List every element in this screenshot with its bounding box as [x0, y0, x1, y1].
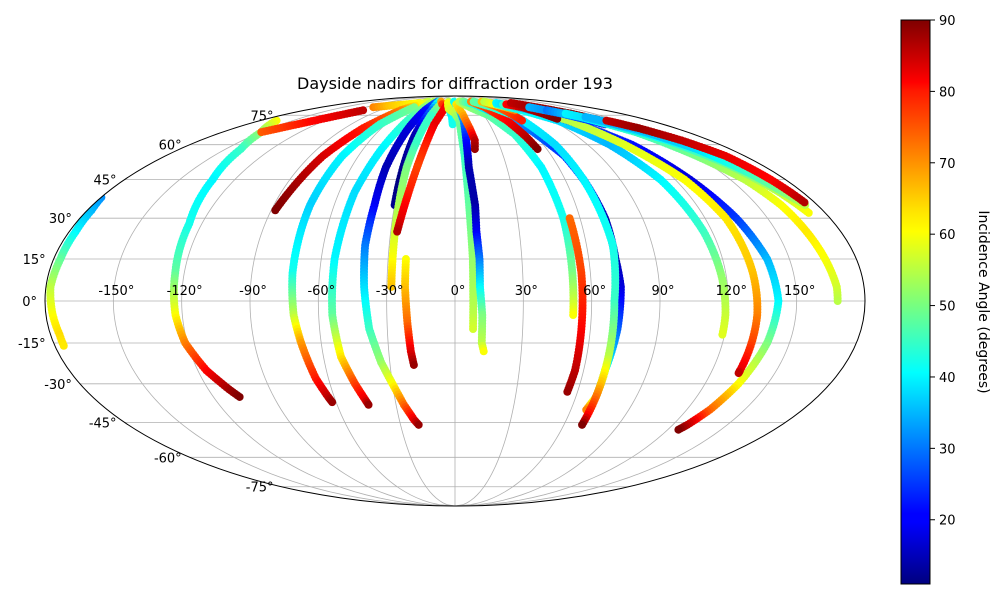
longitude-tick-label: -60° [307, 284, 335, 299]
latitude-tick-label: 45° [94, 174, 117, 189]
nadir-point [393, 227, 402, 236]
colorbar-ticks: 20 30 40 50 60 70 80 90 [930, 14, 956, 529]
meridian-line [112, 95, 456, 507]
colorbar-tick-label: 50 [939, 300, 956, 315]
nadir-point [409, 360, 418, 369]
nadir-point [448, 120, 457, 129]
colorbar-tick-label: 70 [939, 157, 956, 172]
latitude-tick-label: 75° [250, 109, 273, 124]
nadir-point [800, 198, 809, 207]
longitude-tick-label: 120° [716, 284, 747, 299]
longitude-tick-label: 150° [784, 284, 815, 299]
colorbar-tick-label: 60 [939, 228, 956, 243]
nadir-point [734, 369, 743, 378]
nadir-point [804, 208, 813, 217]
nadir-point [328, 398, 337, 407]
colorbar: 20 30 40 50 60 70 80 90 Incidence Angle (degree… [900, 14, 991, 585]
meridian-line [454, 95, 593, 507]
nadir-point [414, 420, 423, 429]
latitude-tick-labels: -75° -60° -45° -30° -15° 0° 15° 30° 45° 60° 75° [18, 109, 274, 495]
latitude-tick-label: -75° [246, 481, 274, 496]
map-boundary [44, 95, 866, 507]
latitude-tick-label: -60° [154, 451, 182, 466]
longitude-tick-label: -90° [239, 284, 267, 299]
nadir-point [518, 116, 527, 125]
longitude-tick-label: 90° [651, 284, 674, 299]
colorbar-gradient [900, 19, 931, 585]
latitude-tick-label: -15° [18, 337, 46, 352]
longitude-tick-label: -30° [376, 284, 404, 299]
nadir-point [718, 330, 727, 339]
nadir-point [569, 311, 578, 320]
longitude-tick-label: -120° [167, 284, 203, 299]
data-points [46, 97, 842, 434]
latitude-tick-label: -30° [44, 378, 72, 393]
meridian-line [317, 95, 456, 507]
nadir-point [359, 106, 368, 115]
latitude-tick-label: 0° [22, 295, 37, 310]
nadir-point [469, 325, 478, 334]
colorbar-label: Incidence Angle (degrees) [975, 210, 991, 393]
nadir-point [364, 400, 373, 409]
longitude-tick-label: 60° [583, 284, 606, 299]
longitude-tick-label: -150° [98, 284, 134, 299]
longitude-tick-label: 30° [515, 284, 538, 299]
colorbar-tick-label: 30 [939, 442, 956, 457]
colorbar-tick-label: 80 [939, 85, 956, 100]
nadir-point [235, 392, 244, 401]
latitude-tick-label: 30° [49, 212, 72, 227]
grid-lines [45, 95, 865, 507]
meridian-line [454, 95, 524, 507]
nadir-point [578, 420, 587, 429]
meridian-line [454, 95, 661, 507]
longitude-tick-labels: -150° -120° -90° -60° -30° 0° 30° 60° 90° 120° 150… [98, 284, 815, 299]
colorbar-tick-label: 20 [939, 514, 956, 529]
meridian-line [181, 95, 456, 507]
colorbar-tick-label: 40 [939, 371, 956, 386]
nadir-point [533, 145, 542, 154]
nadir-point [674, 425, 683, 434]
nadir-point [59, 341, 68, 350]
nadir-point [833, 297, 842, 305]
colorbar-tick-label: 90 [939, 14, 956, 29]
meridian-line [249, 95, 456, 507]
nadir-point [470, 145, 479, 154]
longitude-tick-label: 0° [451, 284, 466, 299]
nadir-point [271, 206, 280, 215]
chart-title: Dayside nadirs for diffraction order 193 [297, 74, 613, 93]
latitude-tick-label: 15° [23, 253, 46, 268]
nadir-point [387, 282, 396, 291]
nadir-point [563, 387, 572, 396]
nadir-point [479, 347, 488, 356]
latitude-tick-label: -45° [89, 416, 117, 431]
latitude-tick-label: 60° [159, 139, 182, 154]
